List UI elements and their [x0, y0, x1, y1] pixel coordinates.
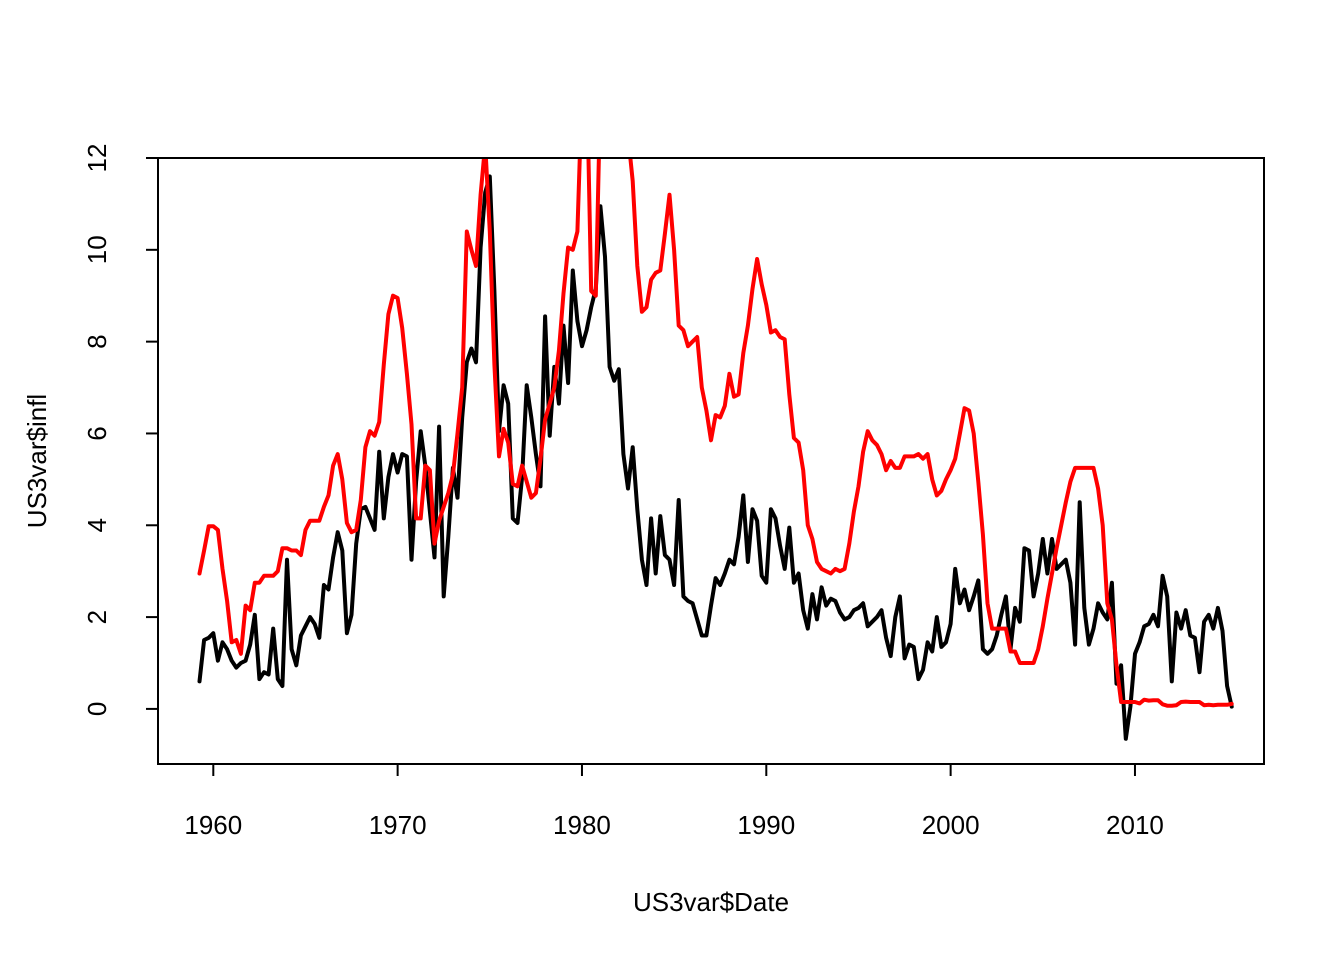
y-tick-label: 2: [82, 610, 112, 624]
y-tick-label: 4: [82, 518, 112, 532]
plot-frame: [157, 157, 1265, 765]
series-line-1: [197, 174, 1234, 741]
series-line-2: [197, 158, 1234, 708]
y-axis: 0 2 4 6 8 10 12: [82, 144, 159, 716]
y-tick-label: 12: [82, 144, 112, 173]
y-tick-label: 10: [82, 235, 112, 264]
series-layer: [197, 158, 1234, 741]
x-tick-label: 1990: [737, 810, 795, 840]
x-tick-label: 2010: [1106, 810, 1164, 840]
y-tick-label: 8: [82, 334, 112, 348]
x-axis-title: US3var$Date: [633, 887, 789, 917]
x-tick-label: 1960: [184, 810, 242, 840]
y-axis-title: US3var$infl: [22, 394, 52, 528]
x-tick-label: 1970: [369, 810, 427, 840]
y-tick-label: 6: [82, 426, 112, 440]
x-tick-label: 1980: [553, 810, 611, 840]
x-tick-label: 2000: [922, 810, 980, 840]
x-axis: 1960 1970 1980 1990 2000 2010: [184, 763, 1164, 840]
y-tick-label: 0: [82, 702, 112, 716]
